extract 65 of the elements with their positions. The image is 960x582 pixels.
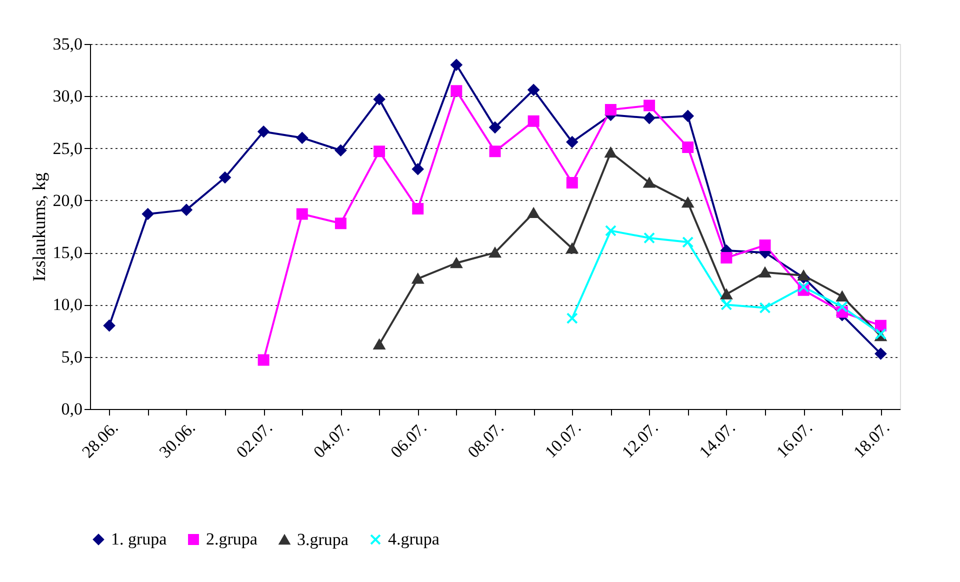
- point: [180, 204, 192, 216]
- point: [528, 115, 540, 127]
- legend-label: 4.grupa: [388, 530, 440, 549]
- point: [528, 208, 540, 218]
- point: [682, 197, 694, 208]
- y-axis-title: Izslaukums, kg: [28, 172, 49, 282]
- point: [334, 218, 346, 230]
- point: [296, 132, 308, 144]
- point: [450, 59, 462, 71]
- y-tick-label: 15,0: [52, 243, 82, 262]
- point: [334, 144, 346, 156]
- point: [644, 232, 656, 244]
- point: [142, 208, 154, 220]
- point: [798, 270, 810, 281]
- y-tick-label: 5,0: [61, 347, 82, 366]
- point: [104, 320, 116, 332]
- y-tick-label: 10,0: [52, 295, 82, 314]
- point: [566, 136, 578, 148]
- point: [412, 203, 424, 215]
- point: [644, 100, 656, 112]
- point: [258, 126, 270, 138]
- point: [258, 354, 270, 366]
- point: [798, 281, 810, 293]
- point: [489, 146, 501, 158]
- point: [759, 240, 771, 252]
- point: [836, 291, 848, 302]
- point: [720, 298, 732, 310]
- point: [644, 112, 656, 124]
- point: [450, 258, 462, 268]
- point: [682, 236, 694, 248]
- point: [566, 312, 578, 324]
- y-tick-label: 35,0: [52, 34, 82, 54]
- point: [450, 85, 462, 97]
- point: [682, 110, 694, 122]
- point: [374, 339, 386, 350]
- point: [759, 267, 771, 278]
- point: [720, 289, 732, 300]
- legend-label: 1. grupa: [111, 530, 168, 549]
- point: [219, 172, 231, 184]
- point: [720, 252, 732, 264]
- point: [874, 348, 886, 360]
- point: [412, 163, 424, 175]
- y-tick-label: 25,0: [52, 138, 82, 158]
- point: [644, 178, 656, 188]
- point: [489, 122, 501, 134]
- point: [604, 104, 616, 116]
- point: [566, 176, 578, 188]
- point: [874, 320, 886, 332]
- point: [296, 208, 308, 220]
- y-tick-label: 20,0: [52, 190, 82, 210]
- point: [604, 147, 616, 158]
- legend-label: 3.grupa: [297, 530, 349, 549]
- point: [528, 84, 540, 96]
- y-tick-label: 30,0: [52, 86, 82, 106]
- legend-label: 2.grupa: [206, 530, 258, 549]
- point: [682, 142, 694, 153]
- point: [759, 302, 771, 314]
- point: [836, 301, 848, 313]
- point: [489, 247, 501, 258]
- y-tick-label: 0,0: [61, 400, 82, 418]
- point: [412, 274, 424, 284]
- point: [566, 243, 578, 254]
- point: [374, 146, 386, 158]
- point: [604, 224, 616, 236]
- point: [374, 94, 386, 106]
